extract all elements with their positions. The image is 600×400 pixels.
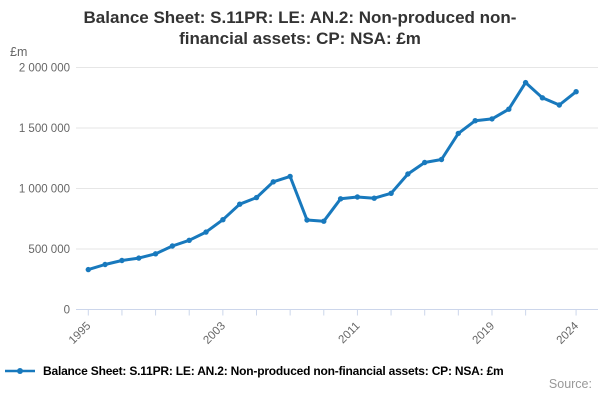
chart-title-line1: Balance Sheet: S.11PR: LE: AN.2: Non-pro… — [83, 8, 517, 27]
x-tick-label: 2019 — [471, 320, 498, 347]
x-tick-label: 2011 — [337, 320, 363, 346]
data-point-marker[interactable] — [270, 179, 276, 185]
data-point-marker[interactable] — [152, 251, 159, 257]
x-tick-label: 2024 — [555, 320, 582, 347]
data-point-marker[interactable] — [102, 261, 108, 268]
y-tick-label: 2 000 000 — [19, 63, 70, 75]
data-point-marker[interactable] — [388, 190, 394, 196]
data-point-marker[interactable] — [186, 237, 192, 243]
data-point-marker[interactable] — [287, 173, 293, 180]
source-label: Source: — [548, 377, 592, 391]
data-point-marker[interactable] — [136, 255, 142, 261]
data-point-marker[interactable] — [455, 130, 461, 137]
data-point-marker[interactable] — [556, 102, 562, 108]
data-point-marker[interactable] — [573, 89, 579, 95]
y-tick-label: 500 000 — [28, 244, 70, 256]
data-point-marker[interactable] — [489, 116, 495, 122]
chart-title: Balance Sheet: S.11PR: LE: AN.2: Non-pro… — [0, 7, 600, 49]
data-point-marker[interactable] — [354, 194, 361, 200]
data-point-marker[interactable] — [304, 217, 310, 223]
data-point-marker[interactable] — [371, 195, 377, 201]
data-point-marker[interactable] — [237, 201, 243, 207]
y-tick-label: 1 000 000 — [19, 184, 70, 196]
data-point-marker[interactable] — [220, 217, 226, 223]
data-point-marker[interactable] — [169, 243, 176, 249]
legend-label: Balance Sheet: S.11PR: LE: AN.2: Non-pro… — [43, 364, 504, 378]
data-point-marker[interactable] — [405, 171, 411, 177]
data-point-marker[interactable] — [522, 79, 529, 86]
data-point-marker[interactable] — [253, 194, 260, 201]
chart-title-line2: financial assets: CP: NSA: £m — [179, 29, 421, 48]
x-tick-label: 2003 — [201, 320, 228, 347]
x-tick-label: 1995 — [67, 320, 94, 347]
data-point-marker[interactable] — [438, 156, 445, 163]
data-point-marker[interactable] — [337, 196, 344, 202]
data-point-marker[interactable] — [472, 118, 478, 124]
legend-line-marker-icon — [5, 368, 35, 374]
y-tick-label: 1 500 000 — [19, 123, 70, 135]
data-point-marker[interactable] — [203, 229, 209, 235]
data-point-marker[interactable] — [539, 95, 546, 101]
data-point-marker[interactable] — [85, 266, 92, 273]
data-point-marker[interactable] — [422, 159, 428, 166]
data-point-marker[interactable] — [119, 257, 125, 264]
data-point-marker[interactable] — [506, 106, 512, 112]
data-point-marker[interactable] — [321, 218, 327, 224]
series-line — [86, 81, 578, 272]
y-axis-unit-label: £m — [10, 45, 27, 59]
y-tick-label: 0 — [64, 305, 70, 317]
legend[interactable]: Balance Sheet: S.11PR: LE: AN.2: Non-pro… — [4, 362, 596, 380]
